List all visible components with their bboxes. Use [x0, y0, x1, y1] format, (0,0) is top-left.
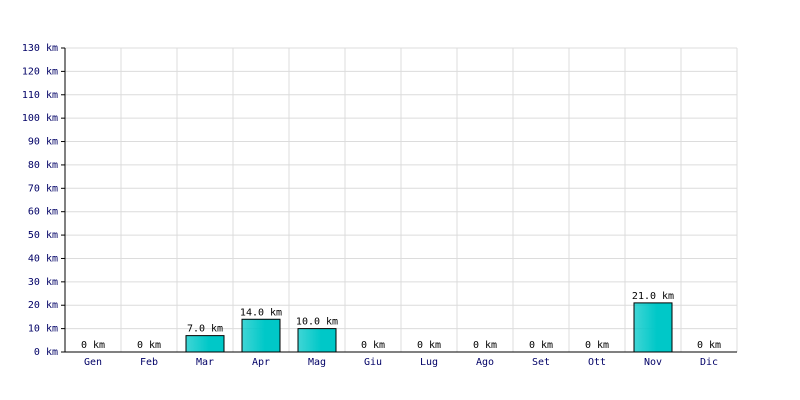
y-tick-label: 30 km	[28, 277, 58, 288]
value-label: 0 km	[697, 340, 721, 351]
y-tick-label: 60 km	[28, 207, 58, 218]
y-tick-label: 70 km	[28, 183, 58, 194]
bar	[185, 335, 225, 353]
y-tick-label: 20 km	[28, 300, 58, 311]
value-label: 0 km	[361, 340, 385, 351]
bar	[633, 302, 673, 353]
x-tick-label: Ago	[476, 357, 494, 368]
y-tick-label: 40 km	[28, 253, 58, 264]
value-label: 10.0 km	[296, 317, 338, 328]
x-tick-label: Apr	[252, 357, 270, 368]
x-tick-label: Feb	[140, 357, 158, 368]
x-tick-label: Set	[532, 357, 550, 368]
y-tick-label: 10 km	[28, 324, 58, 335]
value-label: 0 km	[585, 340, 609, 351]
value-label: 0 km	[473, 340, 497, 351]
y-tick-label: 50 km	[28, 230, 58, 241]
y-tick-label: 110 km	[22, 90, 58, 101]
x-tick-label: Giu	[364, 357, 382, 368]
value-label: 0 km	[529, 340, 553, 351]
bar	[241, 318, 281, 353]
value-label: 21.0 km	[632, 291, 674, 302]
y-tick-label: 90 km	[28, 137, 58, 148]
y-tick-label: 100 km	[22, 113, 58, 124]
y-tick-label: 120 km	[22, 66, 58, 77]
value-label: 0 km	[81, 340, 105, 351]
value-label: 14.0 km	[240, 307, 282, 318]
x-tick-label: Dic	[700, 357, 718, 368]
y-tick-label: 0 km	[34, 347, 58, 358]
bar	[297, 328, 337, 353]
x-tick-label: Mag	[308, 357, 326, 368]
x-tick-label: Ott	[588, 357, 606, 368]
y-tick-label: 130 km	[22, 43, 58, 54]
value-label: 0 km	[137, 340, 161, 351]
x-tick-label: Mar	[196, 357, 214, 368]
x-tick-label: Lug	[420, 357, 438, 368]
x-tick-label: Nov	[644, 357, 662, 368]
value-label: 7.0 km	[187, 324, 223, 335]
value-label: 0 km	[417, 340, 441, 351]
x-tick-label: Gen	[84, 357, 102, 368]
y-tick-label: 80 km	[28, 160, 58, 171]
